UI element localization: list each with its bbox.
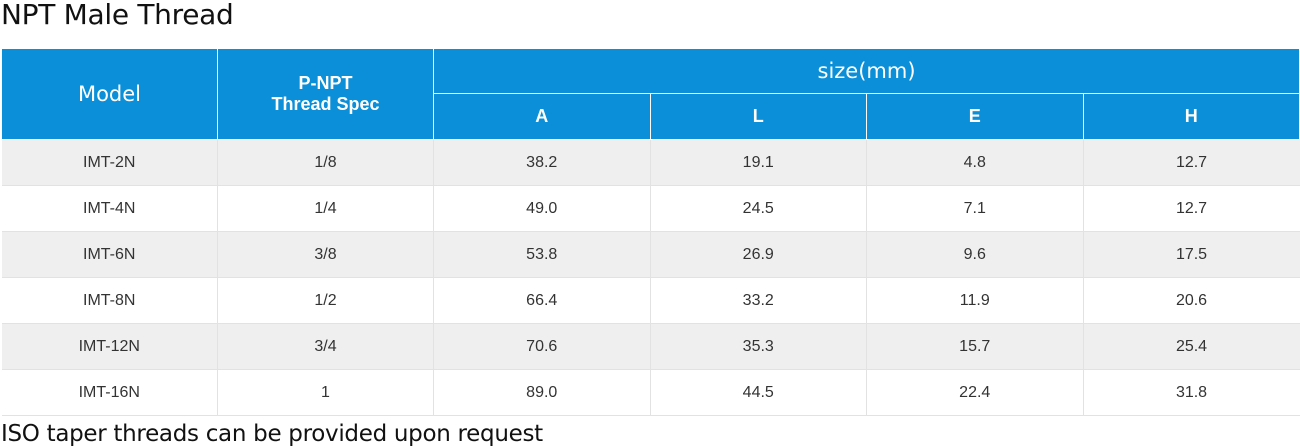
- spec-table: Model P-NPT Thread Spec size(mm) A L E H…: [1, 48, 1300, 416]
- header-thread-line1: P-NPT: [298, 73, 353, 93]
- cell-thread-spec: 1/2: [217, 277, 434, 324]
- cell-thread-spec: 3/4: [217, 323, 434, 370]
- cell-thread-spec: 1: [217, 369, 434, 416]
- header-model: Model: [1, 48, 218, 140]
- cell-l: 33.2: [650, 277, 867, 324]
- header-thread-spec: P-NPT Thread Spec: [217, 48, 434, 140]
- cell-model: IMT-6N: [1, 231, 218, 278]
- page-title: NPT Male Thread: [1, 0, 234, 31]
- table-row: IMT-2N 1/8 38.2 19.1 4.8 12.7: [1, 139, 1300, 186]
- cell-h: 17.5: [1083, 231, 1300, 278]
- cell-h: 31.8: [1083, 369, 1300, 416]
- cell-a: 89.0: [433, 369, 651, 416]
- cell-e: 22.4: [866, 369, 1084, 416]
- cell-model: IMT-4N: [1, 185, 218, 232]
- table-row: IMT-12N 3/4 70.6 35.3 15.7 25.4: [1, 323, 1300, 370]
- table-header: Model P-NPT Thread Spec size(mm) A L E H: [1, 48, 1300, 140]
- table-row: IMT-8N 1/2 66.4 33.2 11.9 20.6: [1, 277, 1300, 324]
- header-size-group: size(mm): [432, 48, 1300, 94]
- cell-h: 25.4: [1083, 323, 1300, 370]
- cell-a: 53.8: [433, 231, 651, 278]
- table-row: IMT-6N 3/8 53.8 26.9 9.6 17.5: [1, 231, 1300, 278]
- header-dim-l: L: [649, 93, 867, 140]
- cell-a: 70.6: [433, 323, 651, 370]
- cell-thread-spec: 1/4: [217, 185, 434, 232]
- cell-model: IMT-8N: [1, 277, 218, 324]
- cell-e: 9.6: [866, 231, 1084, 278]
- cell-a: 49.0: [433, 185, 651, 232]
- cell-e: 4.8: [866, 139, 1084, 186]
- cell-a: 38.2: [433, 139, 651, 186]
- header-dim-h: H: [1082, 93, 1300, 140]
- header-thread-line2: Thread Spec: [271, 94, 380, 114]
- cell-model: IMT-2N: [1, 139, 218, 186]
- cell-e: 7.1: [866, 185, 1084, 232]
- footnote: ISO taper threads can be provided upon r…: [1, 421, 543, 447]
- header-dim-e: E: [866, 93, 1084, 140]
- cell-l: 44.5: [650, 369, 867, 416]
- header-dim-a: A: [433, 93, 651, 140]
- cell-l: 35.3: [650, 323, 867, 370]
- cell-e: 11.9: [866, 277, 1084, 324]
- cell-model: IMT-12N: [1, 323, 218, 370]
- cell-l: 24.5: [650, 185, 867, 232]
- cell-h: 12.7: [1083, 185, 1300, 232]
- cell-h: 12.7: [1083, 139, 1300, 186]
- cell-l: 19.1: [650, 139, 867, 186]
- cell-model: IMT-16N: [1, 369, 218, 416]
- table-row: IMT-4N 1/4 49.0 24.5 7.1 12.7: [1, 185, 1300, 232]
- cell-thread-spec: 3/8: [217, 231, 434, 278]
- cell-thread-spec: 1/8: [217, 139, 434, 186]
- cell-h: 20.6: [1083, 277, 1300, 324]
- cell-a: 66.4: [433, 277, 651, 324]
- cell-l: 26.9: [650, 231, 867, 278]
- table-body: IMT-2N 1/8 38.2 19.1 4.8 12.7 IMT-4N 1/4…: [1, 139, 1300, 416]
- cell-e: 15.7: [866, 323, 1084, 370]
- table-row: IMT-16N 1 89.0 44.5 22.4 31.8: [1, 369, 1300, 416]
